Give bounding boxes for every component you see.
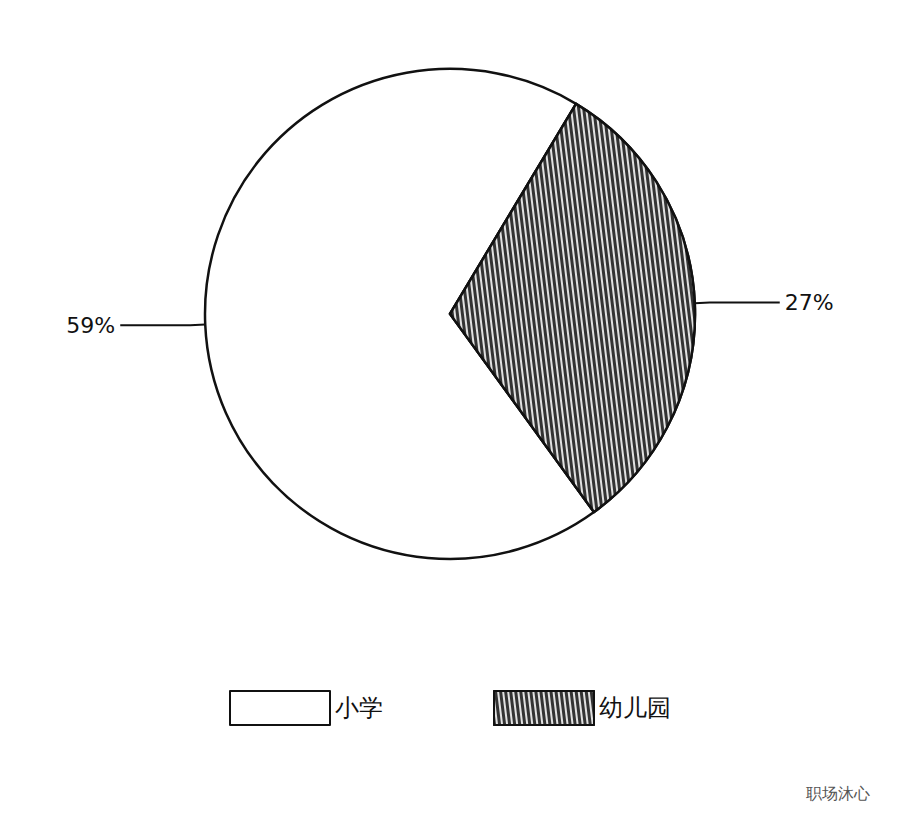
svg-text:职场沐心: 职场沐心 bbox=[806, 784, 870, 803]
svg-text:59%: 59% bbox=[66, 313, 115, 338]
svg-text:27%: 27% bbox=[785, 290, 834, 315]
svg-text:幼儿园: 幼儿园 bbox=[599, 694, 671, 722]
svg-text:小学: 小学 bbox=[335, 694, 383, 722]
